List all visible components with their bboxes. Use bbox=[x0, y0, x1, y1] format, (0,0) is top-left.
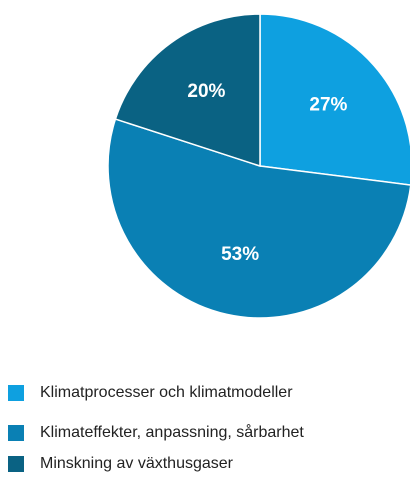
legend-swatch bbox=[8, 425, 24, 441]
pie-slice bbox=[259, 13, 410, 186]
pie-slice bbox=[114, 13, 261, 168]
legend-label: Klimateffekter, anpassning, sårbarhet bbox=[40, 423, 304, 441]
legend-label: Klimatprocesser och klimatmodeller bbox=[40, 384, 293, 401]
value-label: 53% bbox=[221, 244, 259, 265]
legend-swatch bbox=[8, 456, 24, 472]
value-label: 20% bbox=[187, 81, 225, 102]
legend-swatch bbox=[8, 385, 24, 401]
legend-label: Minskning av växthusgaser bbox=[40, 455, 234, 472]
value-label: 27% bbox=[309, 95, 347, 116]
pie-slice bbox=[107, 118, 410, 319]
